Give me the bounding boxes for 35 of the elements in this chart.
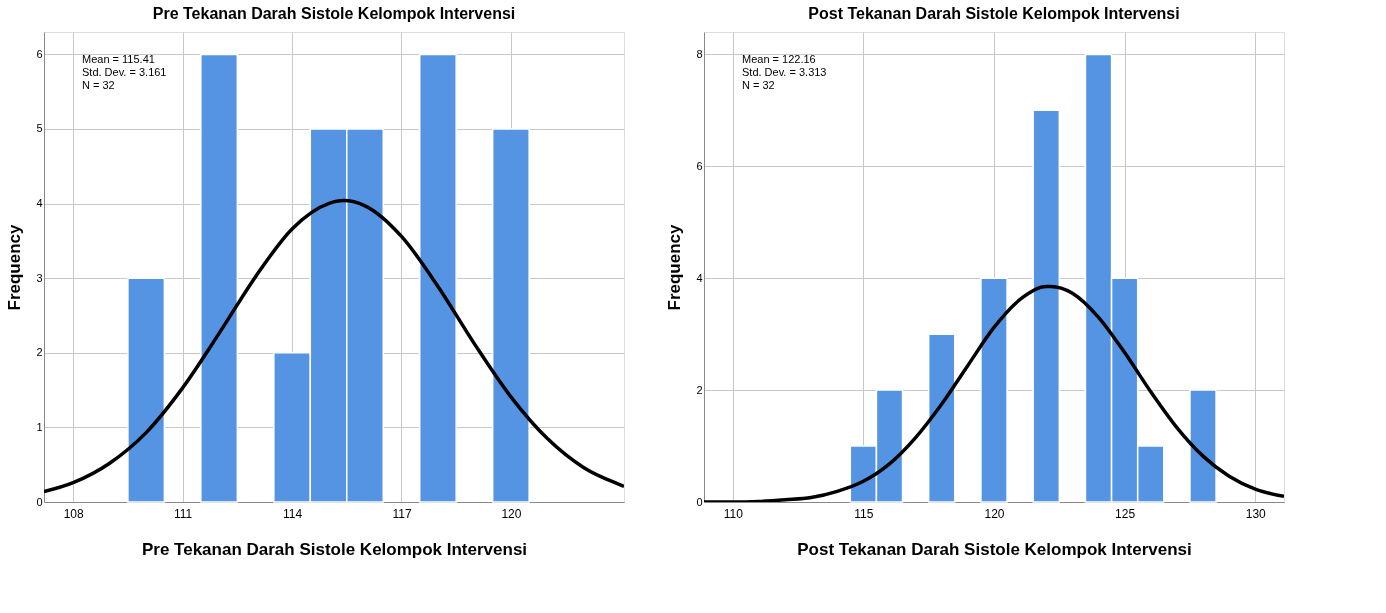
annotation: N = 32 [742,79,775,91]
y-tick-label: 0 [36,495,43,508]
annotation: Std. Dev. = 3.313 [742,66,827,78]
y-tick-label: 0 [696,495,703,508]
y-axis-title: Frequency [665,223,685,311]
y-axis-title: Frequency [5,223,25,311]
y-tick-label: 4 [36,197,43,210]
annotation: Std. Dev. = 3.161 [82,66,167,78]
x-tick-label: 130 [1245,506,1267,521]
y-tick-label: 2 [696,383,703,396]
x-tick-label: 110 [723,506,744,521]
x-tick-label: 120 [501,506,522,521]
x-tick-label: 125 [1115,506,1136,521]
x-tick-label: 115 [854,506,874,521]
x-tick-label: 117 [392,506,412,521]
x-tick-label: 120 [984,506,1005,521]
line-series [44,198,624,494]
y-tick-label: 6 [696,159,703,172]
y-tick-label: 8 [696,47,703,60]
chart-title: Pre Tekanan Darah Sistole Kelompok Intervensi [152,5,516,22]
x-axis-title: Post Tekanan Darah Sistole Kelompok Intervensi [797,539,1192,559]
y-tick-label: 6 [36,47,43,60]
x-axis-title: Pre Tekanan Darah Sistole Kelompok Intervensi [141,539,528,559]
x-tick-label: 114 [282,506,303,521]
y-tick-label: 3 [36,271,43,284]
annotation: Mean = 115.41 [82,53,155,65]
x-tick-label: 108 [63,506,85,521]
annotation: Mean = 122.16 [742,53,816,65]
y-tick-label: 5 [36,122,43,135]
x-tick-label: 111 [173,506,193,521]
chart-title: Post Tekanan Darah Sistole Kelompok Intervensi [808,5,1180,22]
annotation: N = 32 [82,79,115,91]
y-tick-label: 4 [696,271,703,284]
y-tick-label: 1 [36,420,43,433]
y-tick-label: 2 [36,346,43,359]
